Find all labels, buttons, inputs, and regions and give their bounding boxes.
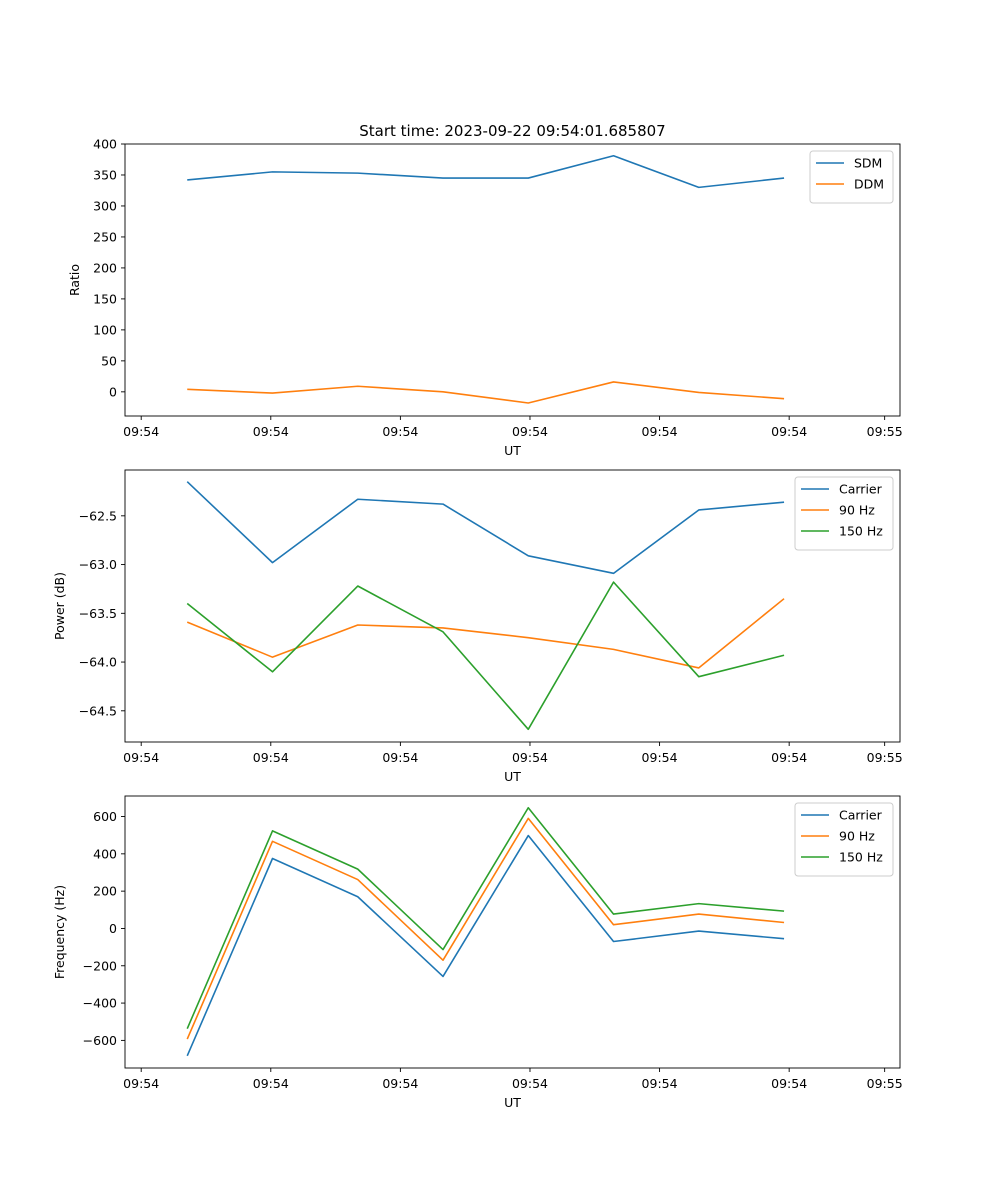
subplots: 09:54 09:54 09:54 09:54 09:54 09:54 09:55 0 50 10… (52, 137, 903, 1111)
y-tick-label: 0 (109, 921, 117, 936)
y-tick-label: −63.5 (79, 606, 117, 621)
legend-label: 150 Hz (839, 850, 883, 865)
chart-title: Start time: 2023-09-22 09:54:01.685807 (359, 122, 665, 140)
y-tick-label: −64.5 (79, 703, 117, 718)
x-tick-label: 09:54 (642, 424, 678, 439)
y-tick-label: −64.0 (79, 655, 117, 670)
y-tick-label: 600 (93, 809, 117, 824)
x-tick-label: 09:54 (512, 750, 548, 765)
x-tick-label: 09:54 (253, 424, 289, 439)
series-line-carrier (186, 834, 785, 1057)
legend: Carrier 90 Hz 150 Hz (794, 476, 894, 551)
x-tick-label: 09:54 (382, 750, 418, 765)
series-line-90-hz (186, 598, 785, 669)
y-axis-label: Power (dB) (52, 572, 67, 640)
x-tick-label: 09:54 (123, 1076, 159, 1091)
x-tick-label: 09:54 (382, 424, 418, 439)
x-axis-label: UT (504, 769, 521, 784)
legend-label: Carrier (839, 808, 883, 823)
y-tick-label: 200 (93, 884, 117, 899)
y-tick-label: 300 (93, 198, 117, 213)
y-tick-label: 0 (109, 384, 117, 399)
legend: Carrier 90 Hz 150 Hz (794, 802, 894, 877)
series-line-carrier (186, 481, 785, 575)
y-tick-label: −200 (83, 958, 117, 973)
x-tick-label: 09:55 (867, 424, 903, 439)
x-tick-label: 09:54 (642, 750, 678, 765)
legend-label: 90 Hz (839, 829, 875, 844)
y-axis-label: Frequency (Hz) (52, 885, 67, 979)
y-tick-label: −600 (83, 1033, 117, 1048)
y-tick-label: 250 (93, 229, 117, 244)
x-tick-label: 09:54 (253, 1076, 289, 1091)
legend: SDM DDM (809, 150, 894, 204)
axes-frame (124, 143, 901, 417)
x-axis-label: UT (504, 443, 521, 458)
axes-frame (124, 469, 901, 743)
x-tick-label: 09:54 (771, 424, 807, 439)
series-line-sdm (187, 154, 785, 189)
subplot-1: 09:54 09:54 09:54 09:54 09:54 09:54 09:55 0 50 10… (67, 137, 903, 459)
x-tick-label: 09:54 (642, 1076, 678, 1091)
x-tick-label: 09:54 (512, 1076, 548, 1091)
y-tick-label: 400 (93, 846, 117, 861)
legend-label: 90 Hz (839, 503, 875, 518)
x-tick-label: 09:55 (867, 1076, 903, 1091)
y-tick-label: −63.0 (79, 557, 117, 572)
y-tick-label: 50 (101, 353, 117, 368)
x-tick-label: 09:54 (382, 1076, 418, 1091)
series-line-ddm (187, 381, 785, 404)
legend-label: DDM (854, 177, 884, 192)
y-tick-label: 150 (93, 291, 117, 306)
y-tick-label: 400 (93, 137, 117, 152)
y-tick-label: 100 (93, 322, 117, 337)
legend-box (809, 150, 894, 204)
x-tick-label: 09:54 (771, 750, 807, 765)
x-axis-label: UT (504, 1095, 521, 1110)
series-line-150-hz (186, 581, 785, 731)
axes-frame (124, 795, 901, 1069)
x-tick-label: 09:54 (253, 750, 289, 765)
series-line-150-hz (186, 806, 785, 1029)
y-axis-label: Ratio (67, 264, 82, 296)
series-line-90-hz (186, 817, 785, 1040)
legend-label: 150 Hz (839, 524, 883, 539)
y-tick-label: 350 (93, 167, 117, 182)
subplot-2: 09:54 09:54 09:54 09:54 09:54 09:54 09:55 −62.5… (52, 469, 903, 784)
x-tick-label: 09:54 (771, 1076, 807, 1091)
x-tick-label: 09:54 (123, 750, 159, 765)
y-tick-label: −400 (83, 996, 117, 1011)
y-tick-label: 200 (93, 260, 117, 275)
y-tick-label: −62.5 (79, 508, 117, 523)
subplot-3: 09:54 09:54 09:54 09:54 09:54 09:54 09:55 −600 −… (52, 795, 903, 1110)
x-tick-label: 09:55 (867, 750, 903, 765)
legend-label: Carrier (839, 482, 883, 497)
x-tick-label: 09:54 (123, 424, 159, 439)
x-tick-label: 09:54 (512, 424, 548, 439)
legend-label: SDM (854, 156, 882, 171)
